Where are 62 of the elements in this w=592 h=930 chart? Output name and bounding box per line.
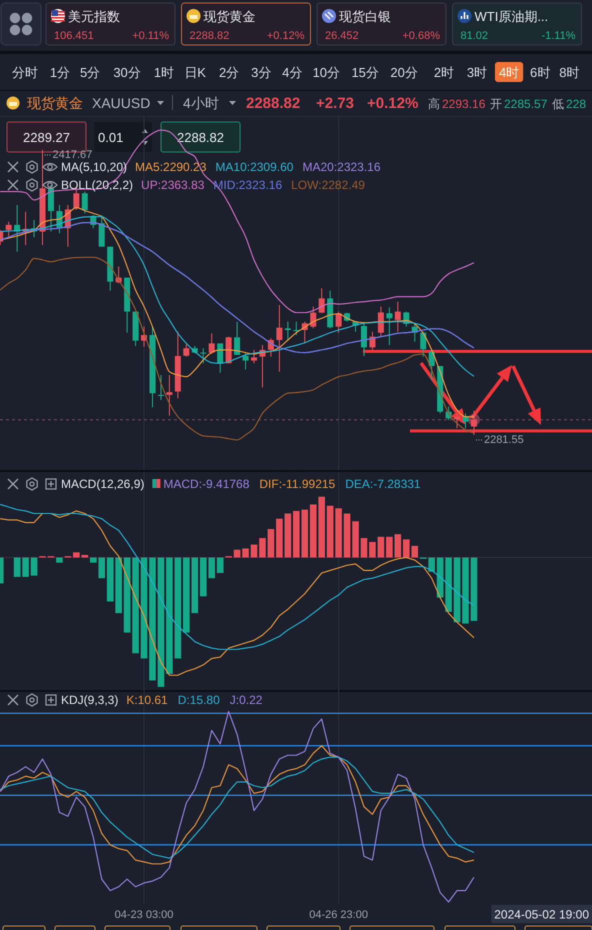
text: WTI原油期... bbox=[474, 9, 548, 24]
text: 高 bbox=[428, 97, 440, 111]
text: 分时 bbox=[12, 65, 38, 80]
text: -1.11% bbox=[541, 30, 576, 42]
text: 2288.82 bbox=[177, 130, 224, 145]
text: 3时 bbox=[466, 65, 488, 80]
legend-label: MACD:-9.41768 bbox=[163, 477, 250, 491]
text: MA20:2323.16 bbox=[302, 160, 381, 174]
annotation: 2417.67 bbox=[52, 149, 92, 161]
text: DIF:-11.99215 bbox=[259, 477, 336, 491]
series-label: UP:2363.83 bbox=[141, 178, 205, 192]
text: +0.11% bbox=[132, 30, 170, 42]
text: 81.02 bbox=[460, 30, 488, 42]
text: 2时 bbox=[434, 65, 454, 80]
text: 26.452 bbox=[325, 30, 359, 42]
text: 开 bbox=[490, 97, 502, 111]
text: 2293.16 bbox=[442, 97, 486, 111]
text: +2.73 bbox=[316, 95, 354, 112]
text: MID:2323.16 bbox=[213, 178, 282, 192]
legend-title: KDJ(9,3,3) bbox=[61, 693, 118, 707]
text: MA10:2309.60 bbox=[215, 160, 294, 174]
text: 6时 bbox=[530, 65, 550, 80]
text: 现货白银 bbox=[339, 9, 391, 24]
text: +0.68% bbox=[402, 30, 440, 42]
text: 15分 bbox=[351, 65, 379, 80]
text: 2024-05-02 19:00 bbox=[494, 908, 590, 922]
text: 10分 bbox=[312, 65, 340, 80]
text: 日K bbox=[184, 65, 206, 80]
text: 0.01 bbox=[98, 130, 124, 145]
text: 2288.82 bbox=[246, 95, 300, 112]
text: 美元指数 bbox=[68, 9, 120, 24]
text: 2289.27 bbox=[23, 130, 70, 145]
text: K:10.61 bbox=[126, 693, 168, 707]
text: 8时 bbox=[559, 65, 580, 80]
text: 2分 bbox=[219, 65, 240, 80]
text: XAUUSD bbox=[92, 95, 150, 111]
series-label: J:0.22 bbox=[230, 693, 263, 707]
text: 现货黄金 bbox=[204, 9, 256, 24]
text: 4时 bbox=[498, 65, 520, 80]
text: 4分 bbox=[282, 65, 302, 80]
text: D:15.80 bbox=[178, 693, 220, 707]
text: 2281.55 bbox=[484, 434, 524, 446]
text: 30分 bbox=[113, 65, 141, 80]
text: 3分 bbox=[251, 65, 272, 80]
text: 现货黄金 bbox=[27, 95, 83, 111]
text: LOW:2282.49 bbox=[291, 178, 366, 192]
text: 2288.82 bbox=[190, 30, 230, 42]
text: 20分 bbox=[390, 65, 418, 80]
text: +0.12% bbox=[367, 95, 418, 112]
text: 低 bbox=[552, 97, 564, 111]
x-tick-label: 04-26 23:00 bbox=[309, 909, 368, 921]
text: 5分 bbox=[80, 65, 100, 80]
legend-title: MACD(12,26,9) bbox=[61, 477, 144, 491]
text: DEA:-7.28331 bbox=[345, 477, 421, 491]
text: 1分 bbox=[50, 65, 70, 80]
text: 1时 bbox=[154, 65, 174, 80]
text: 2285.57 bbox=[504, 97, 548, 111]
x-tick-label: 04-23 03:00 bbox=[114, 909, 174, 921]
text: 228 bbox=[566, 97, 586, 111]
text: 4小时 bbox=[183, 95, 219, 111]
text: 106.451 bbox=[54, 30, 94, 42]
text: +0.12% bbox=[266, 30, 305, 42]
